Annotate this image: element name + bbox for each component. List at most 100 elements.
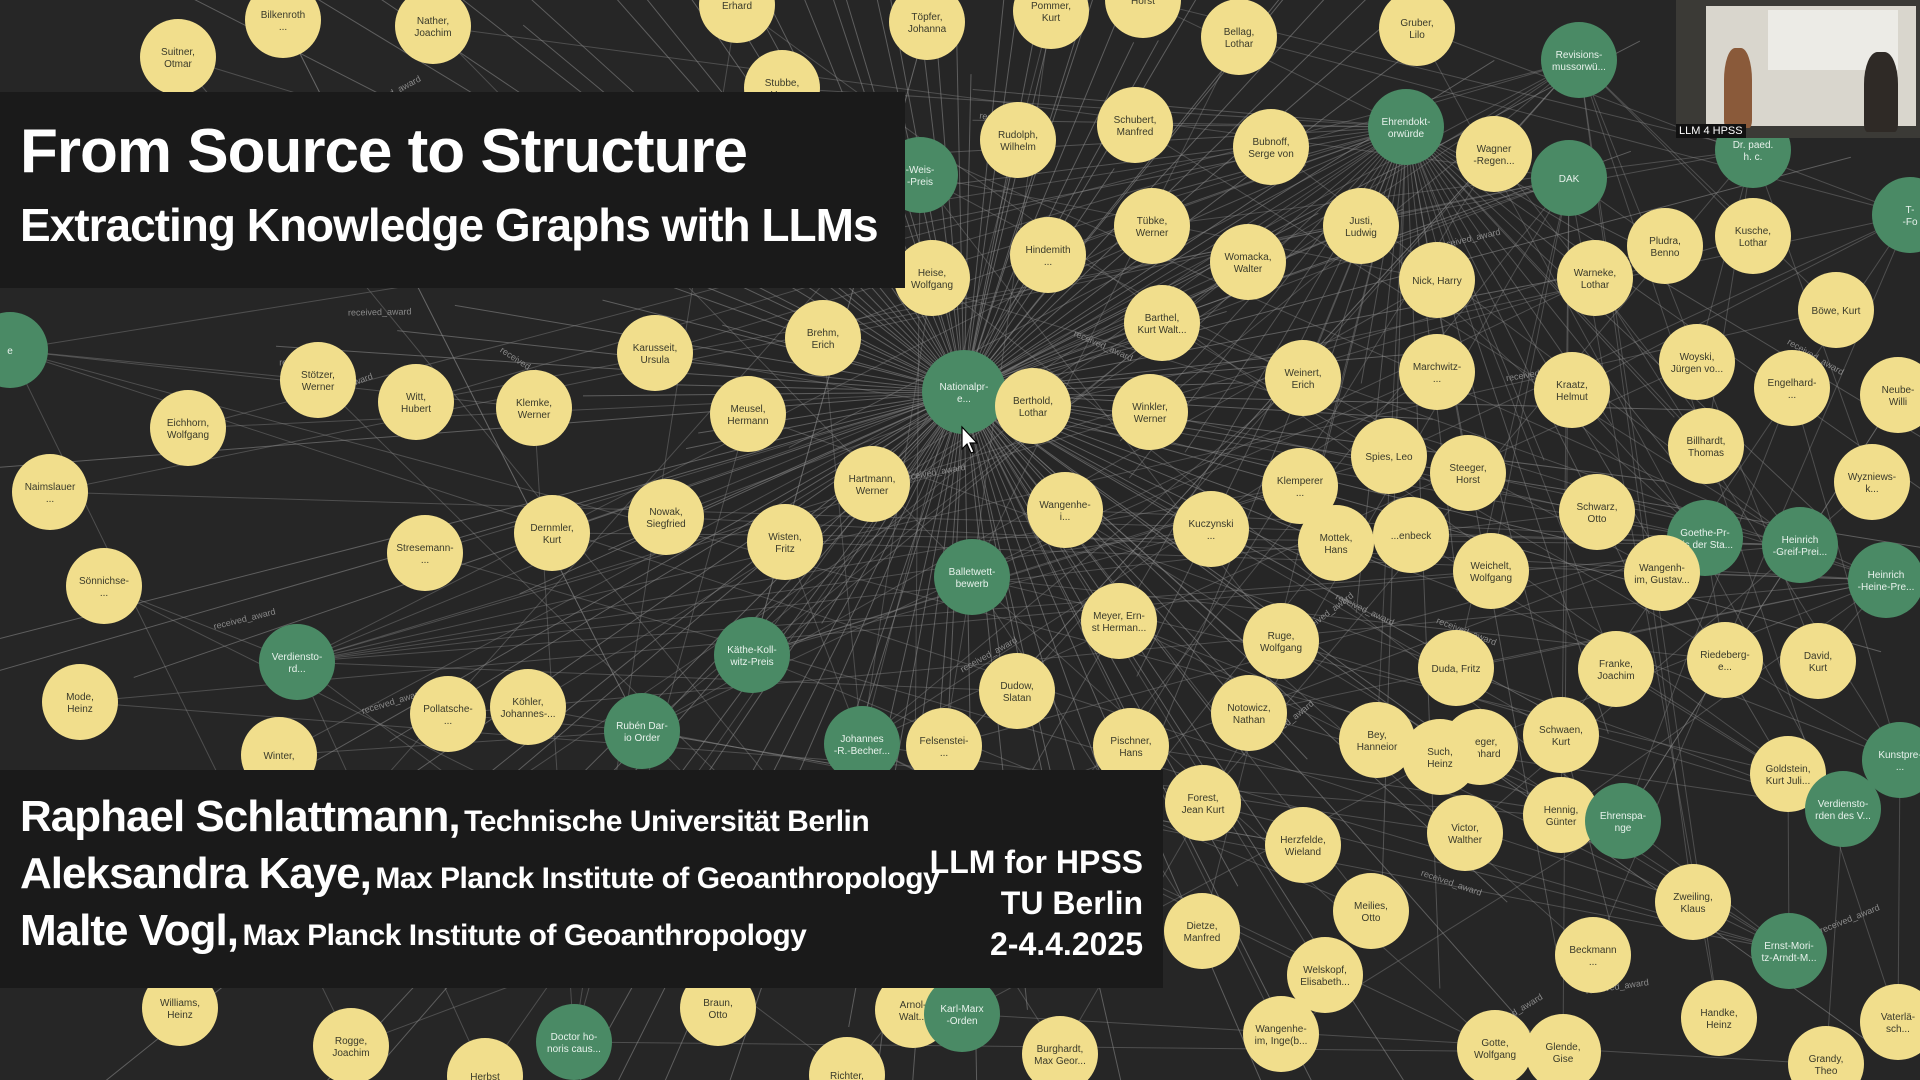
award-node[interactable]: Johannes-R.-Becher... — [824, 706, 900, 782]
person-node[interactable]: Kuczynski... — [1173, 491, 1249, 567]
person-node[interactable]: Welskopf,Elisabeth... — [1287, 937, 1363, 1013]
person-node[interactable]: Gotte,Wolfgang — [1457, 1010, 1533, 1080]
person-node[interactable]: Böwe, Kurt — [1798, 272, 1874, 348]
person-node[interactable]: Forest,Jean Kurt — [1165, 765, 1241, 841]
person-node[interactable]: Wagner-Regen... — [1456, 116, 1532, 192]
person-node[interactable]: Mode,Heinz — [42, 664, 118, 740]
person-node[interactable]: Klemperer... — [1262, 448, 1338, 524]
person-node[interactable]: Williams,Heinz — [142, 970, 218, 1046]
person-node[interactable]: Rogge,Joachim — [313, 1008, 389, 1080]
person-node[interactable]: Hennig,Günter — [1523, 777, 1599, 853]
person-node[interactable]: Nowak,Siegfried — [628, 479, 704, 555]
person-node[interactable]: Weinert,Erich — [1265, 340, 1341, 416]
person-node[interactable]: Dudow,Slatan — [979, 653, 1055, 729]
person-node[interactable]: Zweiling,Klaus — [1655, 864, 1731, 940]
person-node[interactable]: Victor,Walther — [1427, 795, 1503, 871]
person-node[interactable]: David,Kurt — [1780, 623, 1856, 699]
person-node[interactable]: Dernmler,Kurt — [514, 495, 590, 571]
person-node[interactable]: Burghardt,Max Geor... — [1022, 1016, 1098, 1080]
person-node[interactable]: Schwaen,Kurt — [1523, 697, 1599, 773]
person-node[interactable]: Wangenhe-i... — [1027, 472, 1103, 548]
award-node[interactable]: Ehrenspa-nge — [1585, 783, 1661, 859]
person-node[interactable]: Weichelt,Wolfgang — [1453, 533, 1529, 609]
person-node[interactable]: Horst — [1105, 0, 1181, 38]
person-node[interactable]: Bey,Hanneior — [1339, 702, 1415, 778]
person-node[interactable]: Engelhard-... — [1754, 350, 1830, 426]
award-node[interactable]: DAK — [1531, 140, 1607, 216]
person-node[interactable]: Justi,Ludwig — [1323, 188, 1399, 264]
award-node[interactable]: T--Fo — [1872, 177, 1920, 253]
person-node[interactable]: Wyzniews-k... — [1834, 444, 1910, 520]
person-node[interactable]: Schubert,Manfred — [1097, 87, 1173, 163]
person-node[interactable]: Schwarz,Otto — [1559, 474, 1635, 550]
person-node[interactable]: Bubnoff,Serge von — [1233, 109, 1309, 185]
person-node[interactable]: Pludra,Benno — [1627, 208, 1703, 284]
award-node[interactable]: Heinrich-Heine-Pre... — [1848, 542, 1920, 618]
person-node[interactable]: Bellag,Lothar — [1201, 0, 1277, 75]
award-node[interactable]: Ernst-Mori-tz-Arndt-M... — [1751, 913, 1827, 989]
person-node[interactable]: Wangenhe-im, Inge(b... — [1243, 996, 1319, 1072]
person-node[interactable]: Rudolph,Wilhelm — [980, 102, 1056, 178]
person-node[interactable]: Goldstein,Kurt Juli... — [1750, 736, 1826, 812]
award-node[interactable]: Karl-Marx-Orden — [924, 976, 1000, 1052]
person-node[interactable]: Woyski,Jürgen vo... — [1659, 324, 1735, 400]
person-node[interactable]: Billhardt,Thomas — [1668, 408, 1744, 484]
person-node[interactable]: Naimslauer... — [12, 454, 88, 530]
person-node[interactable]: Warneke,Lothar — [1557, 240, 1633, 316]
award-node[interactable]: Balletwett-bewerb — [934, 539, 1010, 615]
person-node[interactable]: Eichhorn,Wolfgang — [150, 390, 226, 466]
person-node[interactable]: Mottek,Hans — [1298, 505, 1374, 581]
person-node[interactable]: Herbst — [447, 1038, 523, 1080]
person-node[interactable]: Witt,Hubert — [378, 364, 454, 440]
person-node[interactable]: Töpfer,Johanna — [889, 0, 965, 60]
person-node[interactable]: Barthel,Kurt Walt... — [1124, 285, 1200, 361]
person-node[interactable]: Marchwitz-... — [1399, 334, 1475, 410]
speaker-video-thumbnail[interactable]: LLM 4 HPSS — [1676, 0, 1920, 138]
person-node[interactable]: Klemke,Werner — [496, 370, 572, 446]
person-node[interactable]: Brehm,Erich — [785, 300, 861, 376]
person-node[interactable]: Karusseit,Ursula — [617, 315, 693, 391]
award-node[interactable]: Revisions-mussorwü... — [1541, 22, 1617, 98]
person-node[interactable]: Nick, Harry — [1399, 242, 1475, 318]
person-node[interactable]: Kusche,Lothar — [1715, 198, 1791, 274]
person-node[interactable]: Suitner,Otmar — [140, 19, 216, 95]
person-node[interactable]: Berthold,Lothar — [995, 368, 1071, 444]
person-node[interactable]: Franke,Joachim — [1578, 631, 1654, 707]
person-node[interactable]: Meyer, Ern-st Herman... — [1081, 583, 1157, 659]
person-node[interactable]: Winkler,Werner — [1112, 374, 1188, 450]
person-node[interactable]: Köhler,Johannes-... — [490, 669, 566, 745]
person-node[interactable]: Dietze,Manfred — [1164, 893, 1240, 969]
person-node[interactable]: Herzfelde,Wieland — [1265, 807, 1341, 883]
person-node[interactable]: Heise,Wolfgang — [894, 240, 970, 316]
person-node[interactable]: Duda, Fritz — [1418, 630, 1494, 706]
person-node[interactable]: Gruber,Lilo — [1379, 0, 1455, 66]
person-node[interactable]: Riedeberg-e... — [1687, 622, 1763, 698]
person-node[interactable]: Spies, Leo — [1351, 418, 1427, 494]
person-node[interactable]: Nather,Joachim — [395, 0, 471, 64]
person-node[interactable]: Richter, — [809, 1037, 885, 1080]
award-node[interactable]: Doctor ho-noris caus... — [536, 1004, 612, 1080]
person-node[interactable]: Stötzer,Werner — [280, 342, 356, 418]
person-node[interactable]: Bilkenroth... — [245, 0, 321, 58]
person-node[interactable]: Tübke,Werner — [1114, 188, 1190, 264]
person-node[interactable]: Wangenh-im, Gustav... — [1624, 535, 1700, 611]
person-node[interactable]: Stresemann-... — [387, 515, 463, 591]
award-node[interactable]: Käthe-Koll-witz-Preis — [714, 617, 790, 693]
award-node[interactable]: Nationalpr-e... — [922, 350, 1006, 434]
person-node[interactable]: Pollatsche-... — [410, 676, 486, 752]
person-node[interactable]: Wisten,Fritz — [747, 504, 823, 580]
award-node[interactable]: Heinrich-Greif-Prei... — [1762, 507, 1838, 583]
person-node[interactable]: Such,Heinz — [1402, 719, 1478, 795]
person-node[interactable]: Neube-Willi — [1860, 357, 1920, 433]
person-node[interactable]: Steeger,Horst — [1430, 435, 1506, 511]
person-node[interactable]: Pischner,Hans — [1093, 708, 1169, 784]
person-node[interactable]: Notowicz,Nathan — [1211, 675, 1287, 751]
person-node[interactable]: Womacka,Walter — [1210, 224, 1286, 300]
award-node[interactable]: Rubén Dar-io Order — [604, 693, 680, 769]
person-node[interactable]: Glende,Gise — [1525, 1014, 1601, 1080]
person-node[interactable]: ...enbeck — [1373, 497, 1449, 573]
person-node[interactable]: Ruge,Wolfgang — [1243, 603, 1319, 679]
person-node[interactable]: Hartmann,Werner — [834, 446, 910, 522]
person-node[interactable]: Handke,Heinz — [1681, 980, 1757, 1056]
person-node[interactable]: Pommer,Kurt — [1013, 0, 1089, 49]
